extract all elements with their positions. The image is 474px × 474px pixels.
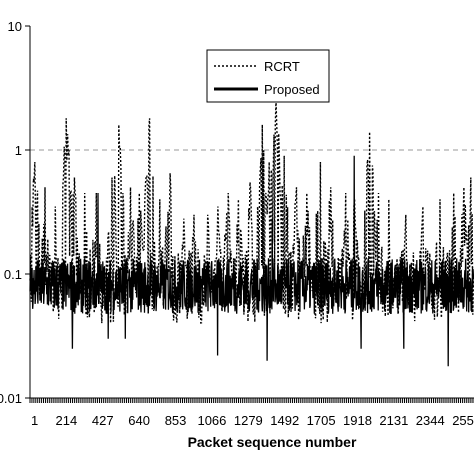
series-proposed-line: [29, 155, 474, 367]
legend: RCRT Proposed: [206, 49, 330, 103]
x-tick-label: 1705: [307, 413, 336, 428]
axes: 10 1 0.1 0.01 1 214 427 640 853 1066 1279 1492 1705 1…: [0, 19, 474, 428]
x-tick-label: 853: [165, 413, 187, 428]
x-tick-label: 1279: [234, 413, 263, 428]
x-tick-label: 427: [92, 413, 114, 428]
x-tick-label: 1492: [270, 413, 299, 428]
y-tick-label: 0.01: [0, 391, 22, 406]
x-tick-label: 2557: [452, 413, 474, 428]
y-tick-label: 0.1: [4, 267, 22, 282]
x-tick-label: 2344: [416, 413, 445, 428]
y-tick-label: 1: [15, 143, 22, 158]
x-tick-label: 2131: [379, 413, 408, 428]
legend-rcrt-label: RCRT: [264, 59, 300, 74]
x-tick-label: 640: [128, 413, 150, 428]
legend-box: [206, 49, 330, 103]
x-tick-label: 214: [56, 413, 78, 428]
plot-area: [29, 100, 474, 367]
x-axis-title: Packet sequence number: [188, 434, 357, 450]
y-tick-label: 10: [8, 19, 22, 34]
x-tick-label: 1918: [343, 413, 372, 428]
x-tick-label: 1066: [197, 413, 226, 428]
x-tick-label: 1: [31, 413, 38, 428]
legend-proposed-label: Proposed: [264, 82, 320, 97]
